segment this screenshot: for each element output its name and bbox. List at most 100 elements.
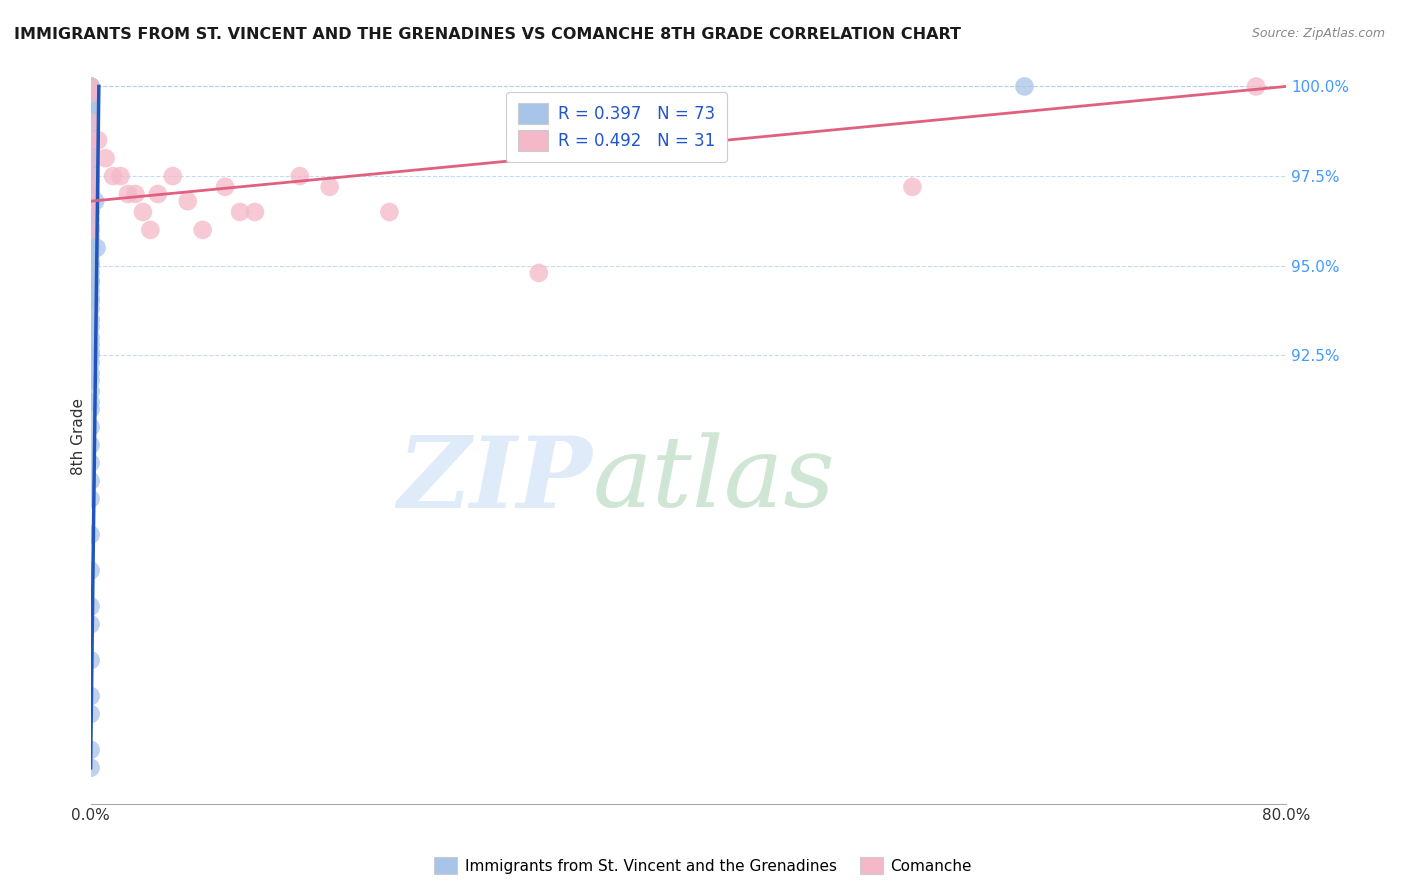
Point bbox=[318, 179, 340, 194]
Point bbox=[79, 169, 101, 183]
Point bbox=[79, 294, 101, 309]
Text: IMMIGRANTS FROM ST. VINCENT AND THE GRENADINES VS COMANCHE 8TH GRADE CORRELATION: IMMIGRANTS FROM ST. VINCENT AND THE GREN… bbox=[14, 27, 962, 42]
Point bbox=[110, 169, 132, 183]
Point bbox=[79, 653, 101, 667]
Point bbox=[79, 165, 101, 179]
Text: atlas: atlas bbox=[593, 433, 835, 528]
Legend: Immigrants from St. Vincent and the Grenadines, Comanche: Immigrants from St. Vincent and the Gren… bbox=[427, 851, 979, 880]
Point bbox=[79, 355, 101, 369]
Point bbox=[527, 266, 550, 280]
Point bbox=[146, 187, 169, 202]
Point bbox=[86, 241, 108, 255]
Point bbox=[79, 187, 101, 202]
Point bbox=[79, 79, 101, 94]
Point bbox=[79, 230, 101, 244]
Point bbox=[1244, 79, 1267, 94]
Point bbox=[79, 259, 101, 273]
Point bbox=[79, 284, 101, 298]
Point bbox=[79, 237, 101, 252]
Legend: R = 0.397   N = 73, R = 0.492   N = 31: R = 0.397 N = 73, R = 0.492 N = 31 bbox=[506, 92, 727, 162]
Point bbox=[79, 312, 101, 326]
Point bbox=[79, 126, 101, 140]
Point bbox=[79, 599, 101, 614]
Point bbox=[117, 187, 139, 202]
Point bbox=[79, 87, 101, 101]
Point bbox=[101, 169, 124, 183]
Point bbox=[79, 115, 101, 129]
Point bbox=[79, 255, 101, 269]
Point bbox=[79, 79, 101, 94]
Point bbox=[79, 161, 101, 176]
Point bbox=[288, 169, 311, 183]
Point bbox=[79, 344, 101, 359]
Point bbox=[79, 367, 101, 381]
Point bbox=[79, 205, 101, 219]
Point bbox=[79, 438, 101, 452]
Point bbox=[79, 154, 101, 169]
Point bbox=[84, 194, 107, 209]
Point bbox=[79, 689, 101, 703]
Point bbox=[79, 273, 101, 287]
Point bbox=[79, 94, 101, 108]
Point bbox=[79, 140, 101, 154]
Point bbox=[79, 241, 101, 255]
Point bbox=[79, 330, 101, 344]
Point bbox=[79, 151, 101, 165]
Point bbox=[79, 761, 101, 775]
Text: Source: ZipAtlas.com: Source: ZipAtlas.com bbox=[1251, 27, 1385, 40]
Point bbox=[79, 374, 101, 388]
Point bbox=[79, 179, 101, 194]
Point bbox=[79, 402, 101, 417]
Point bbox=[87, 133, 110, 147]
Point bbox=[79, 176, 101, 190]
Point bbox=[132, 205, 155, 219]
Point bbox=[79, 291, 101, 305]
Point bbox=[79, 169, 101, 183]
Point bbox=[79, 133, 101, 147]
Point bbox=[378, 205, 401, 219]
Point bbox=[79, 319, 101, 334]
Point bbox=[79, 133, 101, 147]
Text: ZIP: ZIP bbox=[398, 432, 593, 528]
Point bbox=[79, 205, 101, 219]
Point bbox=[79, 115, 101, 129]
Point bbox=[79, 119, 101, 133]
Point bbox=[79, 87, 101, 101]
Point bbox=[79, 151, 101, 165]
Point bbox=[79, 158, 101, 172]
Y-axis label: 8th Grade: 8th Grade bbox=[72, 398, 86, 475]
Point bbox=[139, 223, 162, 237]
Point bbox=[177, 194, 200, 209]
Point bbox=[79, 384, 101, 399]
Point bbox=[79, 101, 101, 115]
Point bbox=[79, 266, 101, 280]
Point bbox=[79, 212, 101, 227]
Point bbox=[79, 474, 101, 488]
Point bbox=[229, 205, 252, 219]
Point bbox=[79, 277, 101, 291]
Point bbox=[79, 219, 101, 234]
Point bbox=[79, 97, 101, 112]
Point bbox=[162, 169, 184, 183]
Point bbox=[79, 706, 101, 721]
Point bbox=[79, 491, 101, 506]
Point bbox=[79, 395, 101, 409]
Point bbox=[214, 179, 236, 194]
Point bbox=[243, 205, 266, 219]
Point bbox=[79, 348, 101, 362]
Point bbox=[79, 194, 101, 209]
Point bbox=[124, 187, 146, 202]
Point bbox=[1014, 79, 1036, 94]
Point bbox=[79, 223, 101, 237]
Point bbox=[79, 420, 101, 434]
Point bbox=[79, 527, 101, 541]
Point bbox=[79, 79, 101, 94]
Point bbox=[901, 179, 924, 194]
Point bbox=[79, 337, 101, 351]
Point bbox=[79, 223, 101, 237]
Point bbox=[79, 191, 101, 205]
Point bbox=[79, 564, 101, 578]
Point bbox=[79, 301, 101, 316]
Point bbox=[79, 248, 101, 262]
Point bbox=[79, 194, 101, 209]
